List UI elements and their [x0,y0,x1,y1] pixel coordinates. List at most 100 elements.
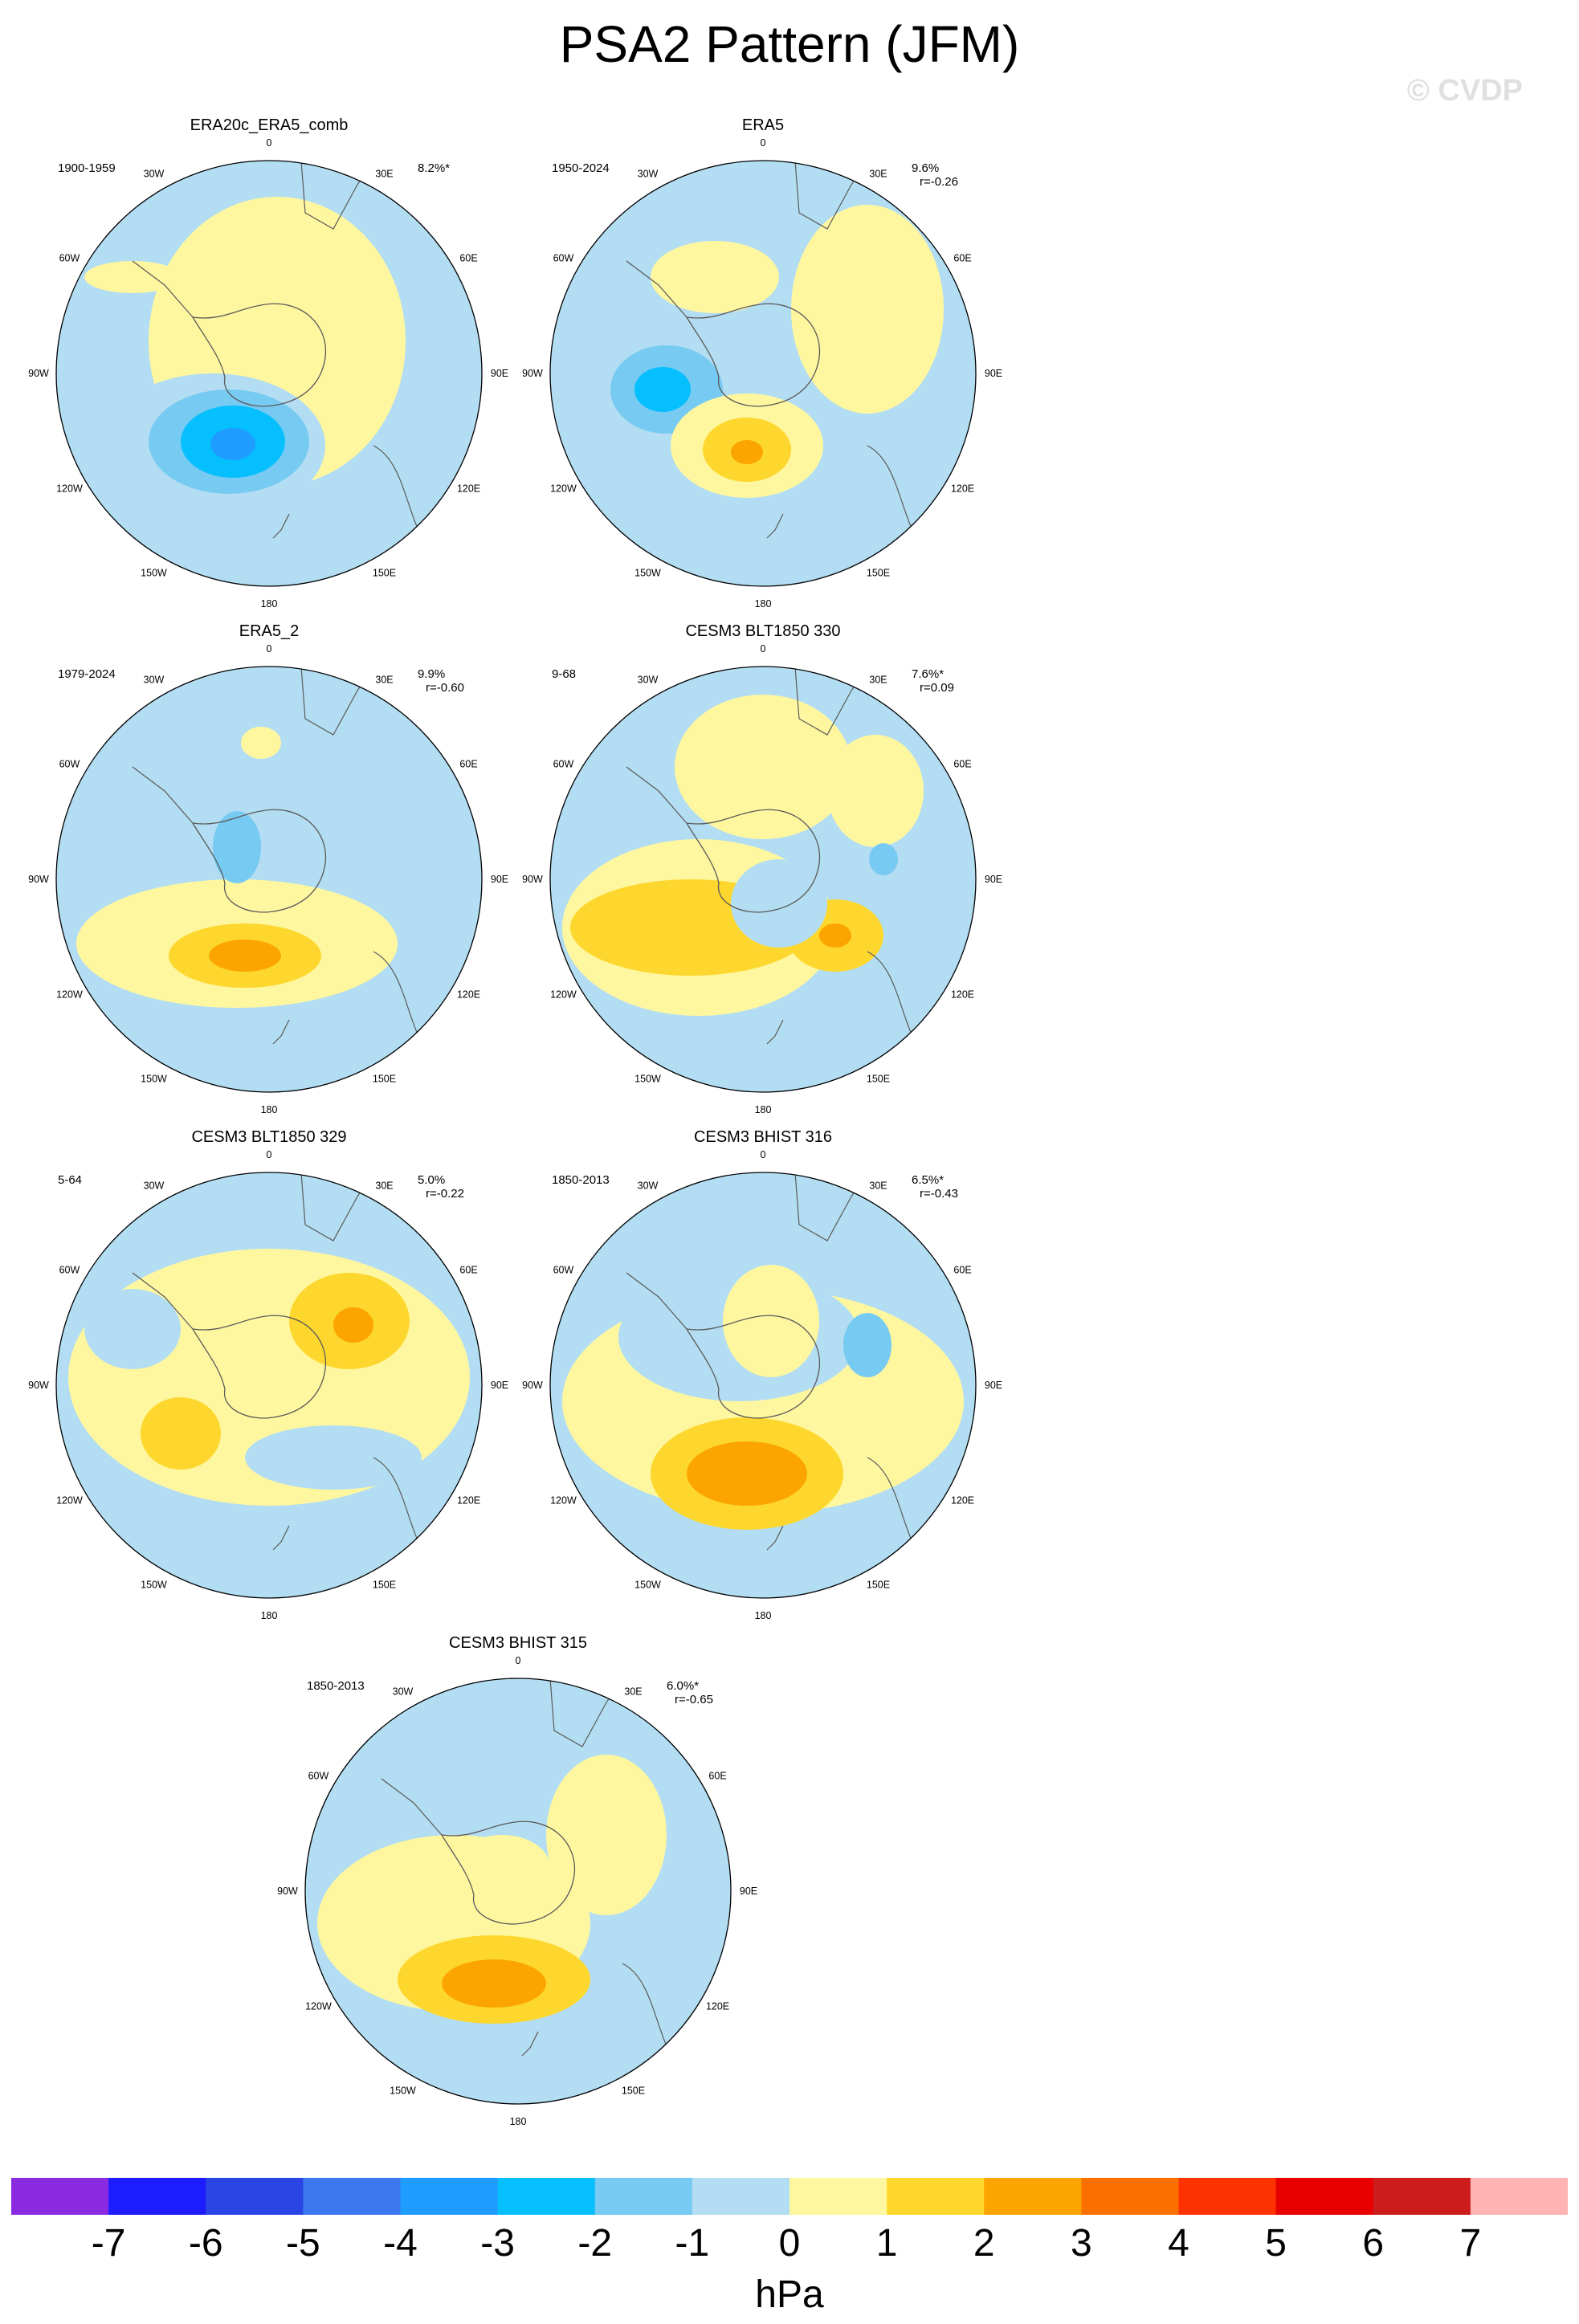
colorbar-swatch [108,2178,206,2215]
new-zealand-outline [272,513,290,539]
colorbar-tick-label: 1 [875,2222,898,2265]
cvdp-credit: © CVDP [1406,74,1523,108]
map-panel: 0 30E 60E 90E 120E 150E 180 150W 120W 90W 60W 30W CE… [490,1128,1036,1626]
polar-map: 0 30E 60E 90E 120E 150E 180 150W 120W 90W 60W 30W [522,137,1002,610]
map-boundary [55,160,483,587]
longitude-label: 0 [761,137,766,149]
longitude-label: 0 [516,1655,521,1666]
longitude-label: 30W [144,1180,165,1191]
panel-title: ERA20c_ERA5_comb [190,116,349,134]
colorbar-tick-label: -3 [480,2222,515,2265]
panel-variance-pct: 6.5%* r=-0.43 [912,1173,958,1201]
polar-map: 0 30E 60E 90E 120E 150E 180 150W 120W 90W 60W 30W [28,137,508,610]
pattern-correlation: r=-0.26 [920,175,958,189]
map-boundary [549,666,977,1093]
longitude-label: 150W [634,568,661,579]
longitude-label: 60W [553,759,574,770]
longitude-label: 90W [522,1380,543,1391]
longitude-label: 0 [761,643,766,654]
map-panel: 0 30E 60E 90E 120E 150E 180 150W 120W 90W 60W 30W ER… [0,622,542,1120]
new-zealand-outline [766,1019,784,1045]
longitude-label: 30W [638,1180,659,1191]
longitude-label: 90W [28,874,49,885]
pattern-correlation: r=0.09 [920,681,954,695]
colorbar-swatch [887,2178,985,2215]
longitude-label: 120E [457,1495,480,1507]
map-panel: 0 30E 60E 90E 120E 150E 180 150W 120W 90W 60W 30W ER… [0,116,542,614]
map-panel: 0 30E 60E 90E 120E 150E 180 150W 120W 90W 60W 30W ER… [490,116,1036,614]
longitude-label: 60W [308,1771,329,1782]
longitude-label: 150E [622,2085,645,2097]
longitude-label: 90E [985,874,1002,885]
longitude-label: 150W [634,1074,661,1085]
pressure-anomaly-contour [454,1835,550,1899]
panel-title: ERA5 [741,116,785,134]
colorbar-swatch [692,2178,790,2215]
longitude-label: 150E [373,568,396,579]
new-zealand-outline [272,1019,290,1045]
longitude-label: 90E [491,368,508,379]
polar-map: 0 30E 60E 90E 120E 150E 180 150W 120W 90W 60W 30W [522,1149,1002,1621]
colorbar-swatch [1081,2178,1179,2215]
longitude-label: 30E [869,168,887,179]
colorbar-swatch [1373,2178,1471,2215]
pressure-anomaly-contour [213,811,261,883]
panel-variance-pct: 5.0% r=-0.22 [418,1173,464,1201]
panel-period: 1950-2024 [552,161,610,175]
longitude-label: 120E [457,483,480,495]
map-panel: 0 30E 60E 90E 120E 150E 180 150W 120W 90W 60W 30W CE… [0,1128,542,1626]
longitude-label: 180 [261,598,278,610]
colorbar-tick-label: 0 [778,2222,801,2265]
longitude-label: 120W [56,1495,83,1507]
pressure-anomaly-contour [241,727,281,759]
colorbar-swatch [984,2178,1082,2215]
longitude-label: 150E [867,1580,890,1591]
longitude-label: 30W [638,168,659,179]
colorbar-swatch [1178,2178,1277,2215]
longitude-label: 120E [951,989,974,1001]
colorbar-swatch [1470,2178,1568,2215]
pressure-anomaly-contour [546,1755,667,1915]
longitude-label: 30E [869,1180,887,1191]
new-zealand-outline [766,1525,784,1551]
panel-variance-pct: 6.0%* r=-0.65 [667,1679,713,1706]
panel-variance-pct: 8.2%* [418,161,450,175]
longitude-label: 120E [951,483,974,495]
pressure-anomaly-contour [827,735,924,847]
panel-title: CESM3 BHIST 316 [694,1128,832,1146]
pattern-correlation: r=-0.43 [920,1187,958,1201]
colorbar-tick-label: -6 [188,2222,223,2265]
pressure-anomaly-contour [84,1289,181,1369]
longitude-label: 30W [638,674,659,685]
panel-period: 5-64 [58,1173,83,1187]
panel-title: ERA5_2 [239,622,300,640]
antarctica-outline [440,1820,576,1925]
panel-title: CESM3 BLT1850 329 [191,1128,347,1146]
panel-title: CESM3 BHIST 315 [449,1634,587,1652]
colorbar-tick-label: -5 [286,2222,320,2265]
pressure-anomaly-contour [651,241,779,313]
longitude-label: 120W [56,483,83,495]
variance-explained: 6.5%* [912,1173,945,1187]
longitude-label: 120E [706,2001,729,2012]
panel-title: CESM3 BLT1850 330 [685,622,841,640]
longitude-label: 90W [28,1380,49,1391]
map-boundary [304,1678,732,2105]
pressure-anomaly-contour [819,923,851,948]
panel-variance-pct: 9.9% r=-0.60 [418,667,464,695]
longitude-label: 30W [393,1686,414,1697]
figure-title: PSA2 Pattern (JFM) [559,15,1020,73]
longitude-label: 180 [261,1104,278,1115]
colorbar-swatch [400,2178,499,2215]
variance-explained: 7.6%* [912,667,945,681]
colorbar-swatch [790,2178,887,2215]
longitude-label: 150W [141,1074,167,1085]
colorbar-tick-label: 2 [973,2222,995,2265]
longitude-label: 60E [459,1265,477,1276]
longitude-label: 60E [953,1265,971,1276]
colorbar-swatch [594,2178,693,2215]
longitude-label: 0 [761,1149,766,1160]
longitude-label: 180 [261,1610,278,1621]
colorbar-tick-label: 3 [1071,2222,1092,2265]
pressure-anomaly-contour [791,205,944,414]
